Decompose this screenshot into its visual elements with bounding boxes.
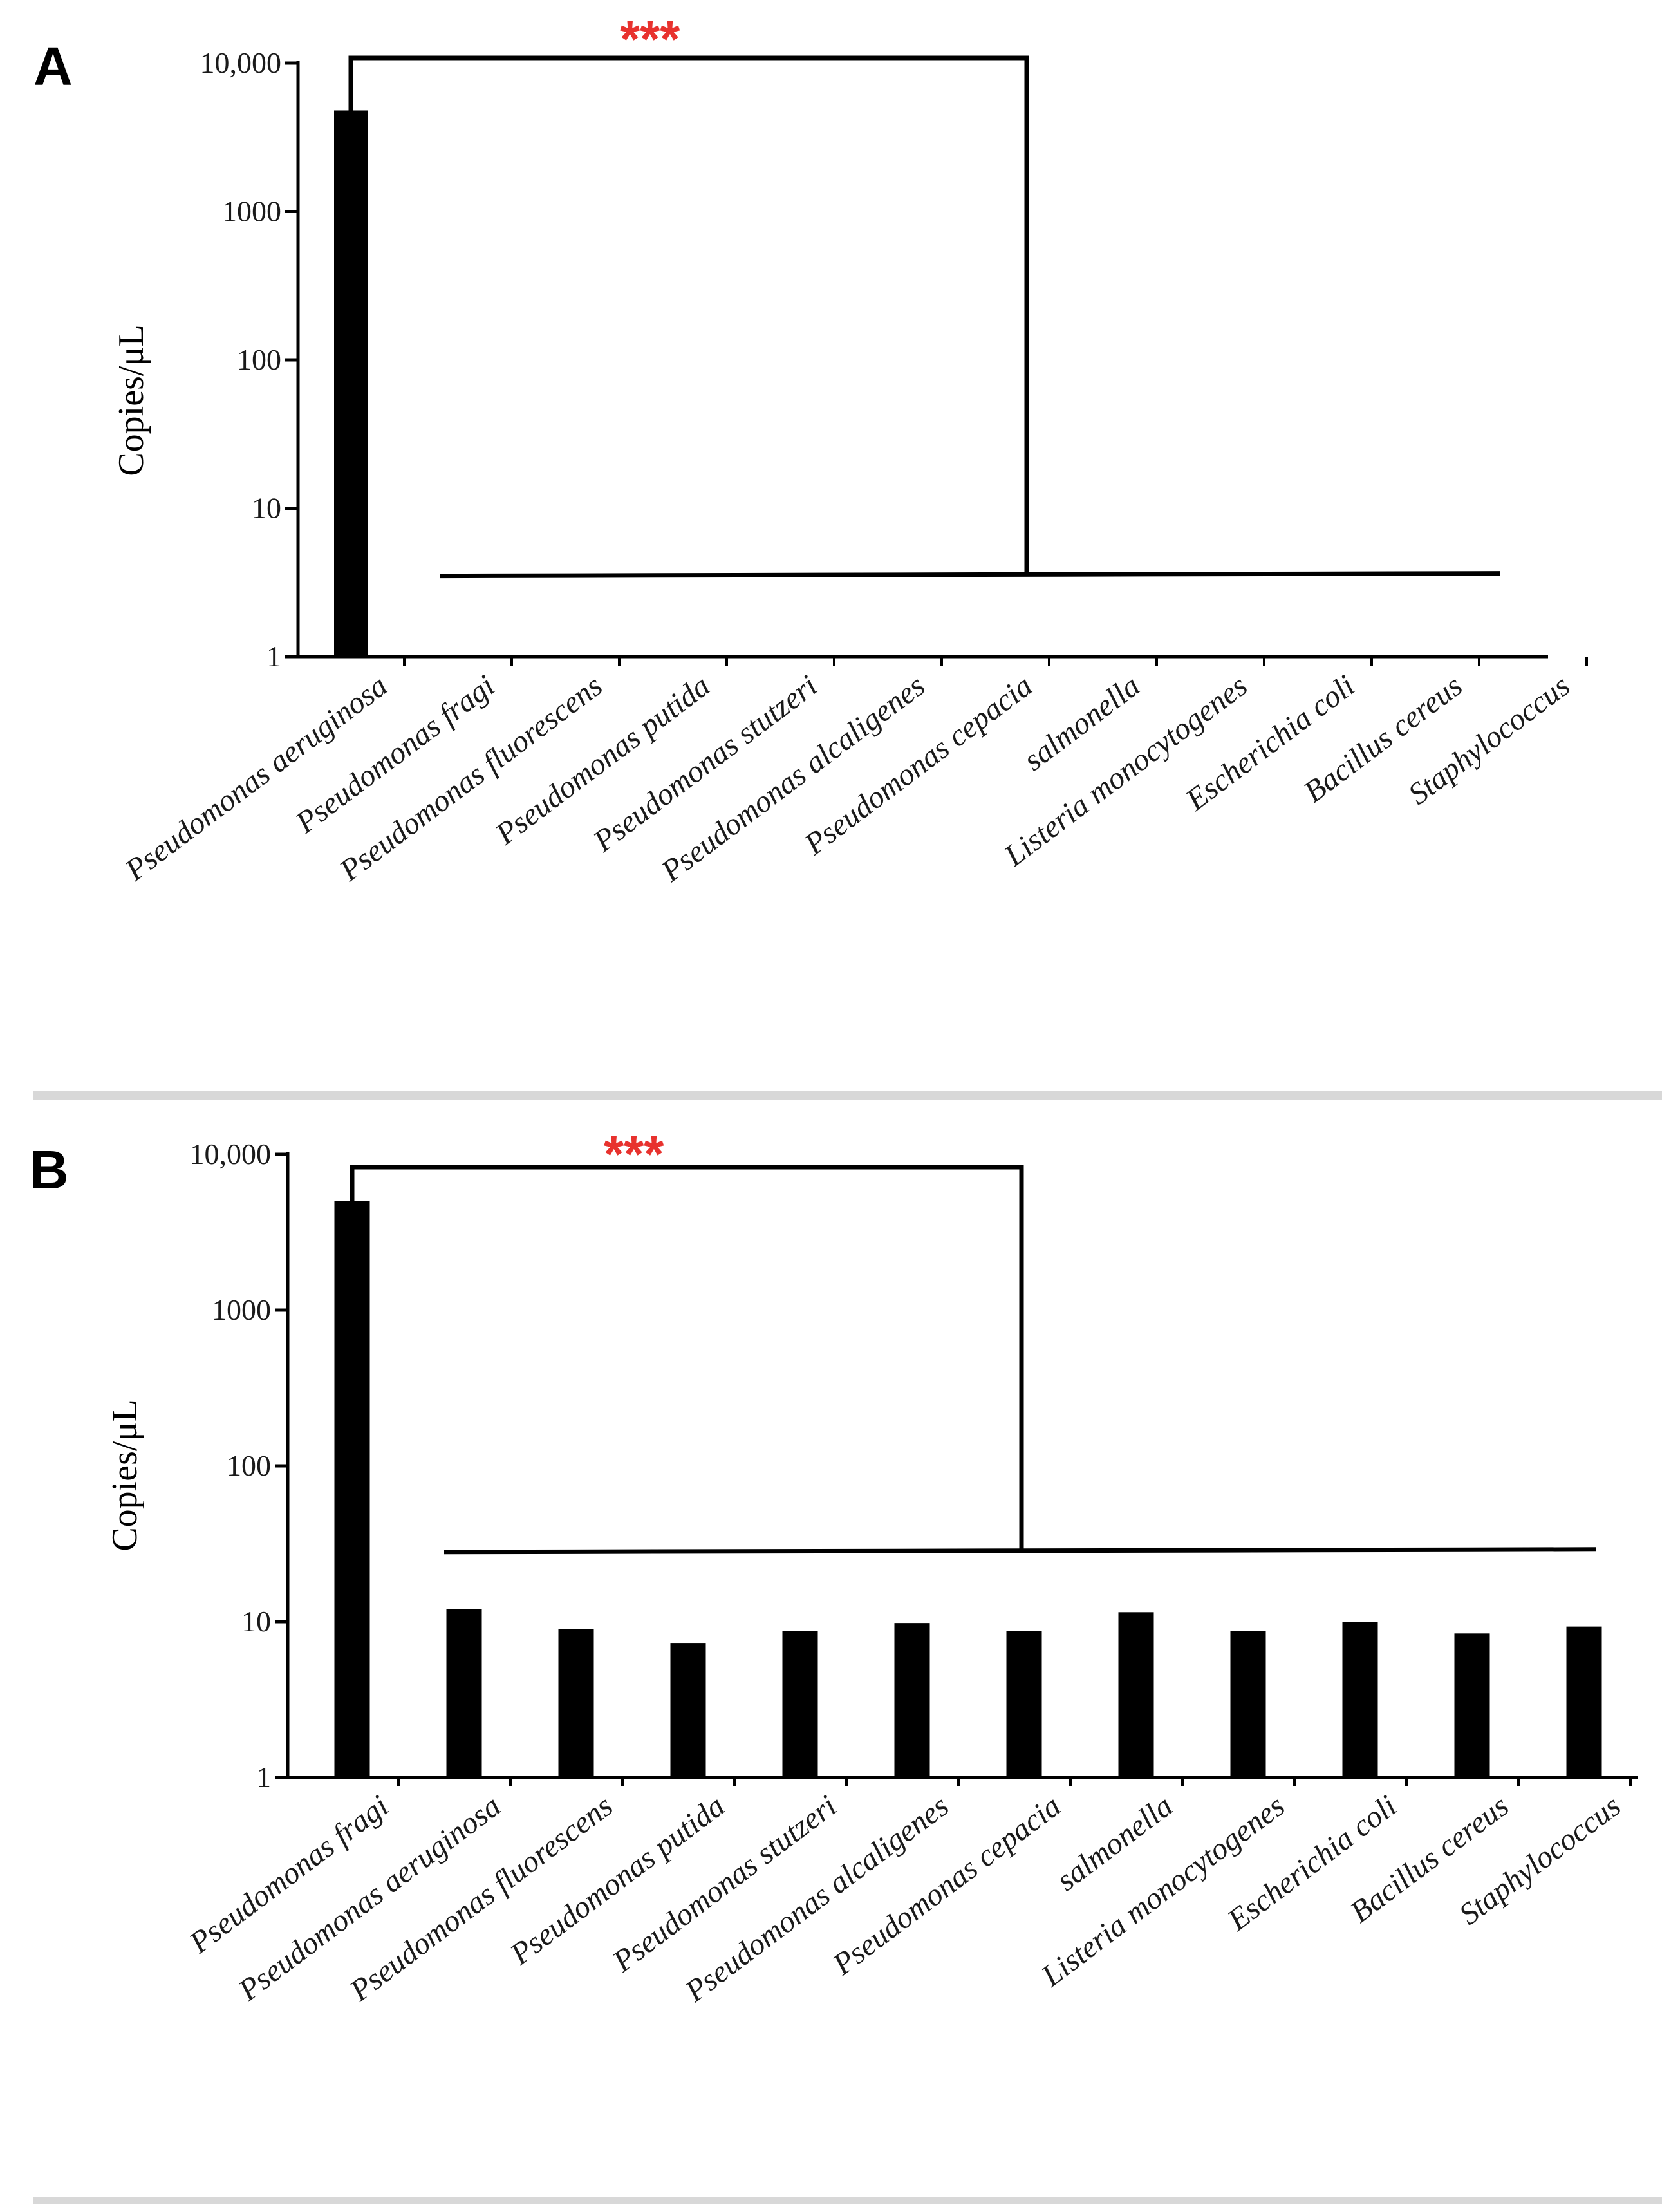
panel-b-bar-pseudomonas-alcaligenes <box>894 1623 930 1777</box>
panel-b-significance: *** <box>604 1125 664 1183</box>
panel-b-bar-pseudomonas-aeruginosa <box>446 1609 482 1777</box>
panel-b-bar-bacillus-cereus <box>1454 1633 1490 1777</box>
panel-a-bar-pseudomonas-aeruginosa <box>334 110 368 657</box>
panel-a-y-tick-label: 100 <box>237 343 281 376</box>
panel-b-group-line <box>443 1547 1597 1555</box>
panel-a-significance-bracket <box>348 55 1029 576</box>
panel-b-y-tick-label: 1000 <box>212 1293 271 1326</box>
panel-a-y-tick-label: 10,000 <box>200 46 282 79</box>
panel-b-label: B <box>30 1139 69 1200</box>
panel-divider <box>33 1091 1662 1100</box>
panel-b-bar-escherichia-coli <box>1342 1622 1378 1777</box>
panel-a-y-tick-label: 10 <box>252 492 281 525</box>
bottom-divider <box>33 2197 1662 2204</box>
panel-b-y-tick-label: 100 <box>227 1449 271 1482</box>
panel-b-bar-pseudomonas-fragi <box>334 1201 370 1777</box>
panel-b-bar-salmonella <box>1118 1612 1154 1777</box>
panel-b-y-tick-label: 1 <box>256 1761 271 1794</box>
panel-b-bar-pseudomonas-putida <box>670 1643 706 1777</box>
panel-b-significance-bracket <box>350 1165 1024 1552</box>
panel-b: B *** Copies/μL 1 10 100 1000 10,000 Pseudom… <box>30 1125 1638 2009</box>
panel-b-category-pseudomonas-fragi: Pseudomonas fragi <box>183 1788 395 1960</box>
panel-b-y-tick-label: 10,000 <box>190 1138 272 1170</box>
panel-b-y-tick-label: 10 <box>241 1605 271 1638</box>
panel-a-label: A <box>33 36 73 97</box>
panel-a-group-line <box>439 571 1500 579</box>
panel-b-bar-pseudomonas-cepacia <box>1006 1631 1042 1777</box>
panel-b-bar-pseudomonas-stutzeri <box>782 1631 818 1777</box>
panel-b-bar-listeria-monocytogenes <box>1230 1631 1266 1777</box>
panel-a-y-tick-label: 1000 <box>222 195 281 228</box>
panel-b-y-axis-label: Copies/μL <box>105 1400 145 1551</box>
panel-a-y-axis-label: Copies/μL <box>111 324 151 476</box>
panel-b-bar-staphylococcus <box>1566 1626 1602 1777</box>
panel-b-bar-pseudomonas-fluorescens <box>558 1629 594 1777</box>
panel-a-y-tick-label: 1 <box>266 640 281 673</box>
